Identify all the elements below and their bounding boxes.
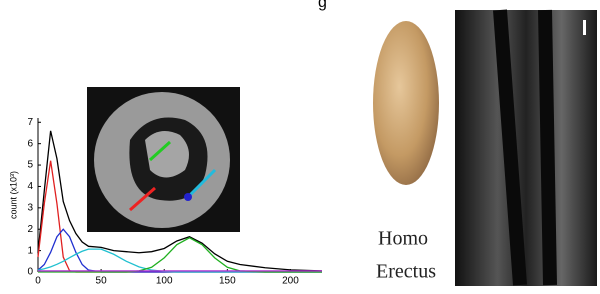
seed-image <box>373 21 439 185</box>
y-tick-label: 2 <box>27 224 33 235</box>
y-tick-label: 1 <box>27 245 33 256</box>
series-line <box>38 229 322 272</box>
inset-image <box>87 87 240 232</box>
y-tick-label: 0 <box>27 267 33 278</box>
x-tick-label: 150 <box>219 276 236 287</box>
x-tick-label: 0 <box>35 276 41 287</box>
caption: Erectus <box>376 261 436 283</box>
y-tick-label: 4 <box>27 181 33 192</box>
y-axis-label: count (x10³) <box>8 171 18 219</box>
y-tick-label: 3 <box>27 202 33 213</box>
y-tick-label: 7 <box>27 117 33 128</box>
caption: Homo <box>378 228 428 250</box>
figure-letter: g <box>318 0 327 11</box>
x-tick-label: 50 <box>96 276 108 287</box>
series-line <box>38 238 322 272</box>
y-tick-label: 6 <box>27 138 33 149</box>
x-tick-label: 100 <box>156 276 173 287</box>
ct-image <box>455 10 597 286</box>
figure: g Homo Erectus 0 1 2 3 4 5 6 7 0 50 100 150 200 count… <box>0 0 600 289</box>
y-tick-label: 5 <box>27 160 33 171</box>
x-tick-label: 200 <box>282 276 299 287</box>
